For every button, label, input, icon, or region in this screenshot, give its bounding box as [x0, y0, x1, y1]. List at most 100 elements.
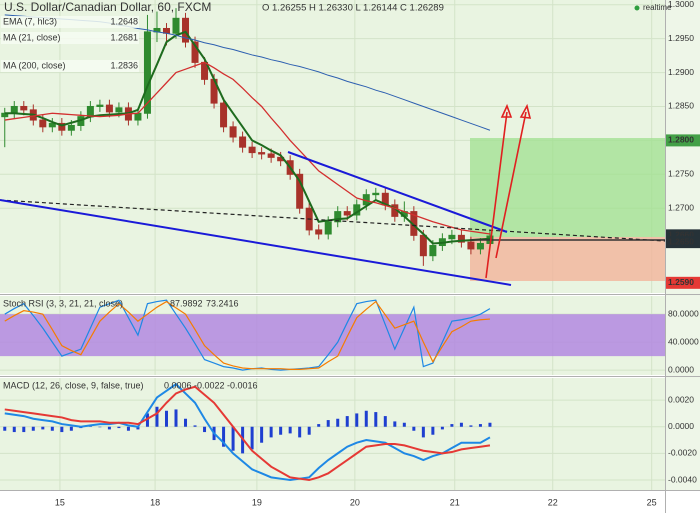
y-tick-label: 0.0000 [668, 364, 694, 374]
histogram-bar [260, 426, 264, 443]
candle-body [39, 119, 47, 128]
legend-value: -0.0022 [194, 380, 225, 390]
candle-body [315, 229, 323, 235]
x-tick-label: 25 [647, 497, 657, 507]
stop-zone [470, 237, 665, 281]
candle-body [343, 211, 351, 216]
histogram-bar [488, 422, 492, 427]
legend-value: 1.2648 [110, 16, 138, 26]
indicator-line [4, 30, 491, 245]
price-label-box [666, 276, 700, 289]
histogram-bar [326, 420, 330, 427]
marks [0, 8, 665, 482]
y-tick-label: 0.0020 [668, 394, 694, 404]
candle-body [191, 41, 199, 63]
candle-body [20, 105, 28, 111]
histogram-bar [231, 426, 235, 451]
candle-body [239, 136, 247, 148]
dashed-line [0, 199, 666, 242]
y-tick-label: 40.0000 [668, 336, 699, 346]
status: realtime [643, 3, 672, 12]
price-label: 1.2590 [668, 277, 694, 287]
legend-box [1, 16, 139, 28]
histogram-bar [222, 426, 226, 447]
histogram-bar [374, 412, 378, 427]
histogram-bar [298, 426, 302, 438]
indicator-line [4, 299, 491, 371]
legend-name: EMA (7, hlc3) [3, 16, 57, 26]
y-tick-label: 80.0000 [668, 308, 699, 318]
legend-name: MA (21, close) [3, 32, 61, 42]
target-zone [470, 138, 665, 237]
indicator-line [4, 382, 491, 482]
candle-body [182, 17, 190, 43]
candle-body [429, 245, 437, 257]
histogram-bar [136, 426, 140, 430]
candle-body [67, 124, 75, 131]
ohlc: O 1.26255 H 1.26330 L 1.26144 C 1.26289 [262, 3, 444, 14]
legend-box [1, 60, 139, 72]
chart-title: U.S. Dollar/Canadian Dollar, 60, FXCM [4, 0, 211, 14]
candle-body [229, 126, 237, 138]
histogram-bar [440, 426, 444, 430]
candle-body [419, 234, 427, 257]
histogram-bar [117, 426, 121, 429]
arrow [485, 111, 508, 279]
legend-value: 73.2416 [206, 298, 239, 308]
candle-body [476, 242, 484, 250]
macd-pane [0, 378, 665, 490]
histogram-bar [41, 426, 45, 430]
y-tick-label: 1.3000 [668, 0, 694, 9]
candle-body [115, 107, 123, 113]
candle-body [10, 105, 18, 114]
histogram-bar [450, 424, 454, 427]
candle-body [457, 234, 465, 243]
x-tick-label: 18 [150, 497, 160, 507]
indicator-line [4, 300, 490, 371]
legend-value: 0.0006 [164, 380, 192, 390]
histogram-bar [402, 422, 406, 427]
histogram-bar [250, 426, 254, 450]
arrow [495, 111, 527, 259]
histogram-bar [469, 425, 473, 427]
arrow-head [500, 103, 513, 118]
y-tick-label: 1.2850 [668, 101, 694, 111]
indicator-line [4, 61, 491, 235]
histogram-bar [164, 410, 168, 427]
histogram-bar [345, 416, 349, 427]
histogram-bar [203, 426, 207, 433]
candle-body [143, 31, 151, 114]
histogram-bar [3, 426, 7, 431]
candle-body [267, 153, 275, 158]
candle-body [467, 241, 475, 250]
candle-body [86, 105, 94, 118]
y-tick-label: 1.2950 [668, 33, 694, 43]
candle-body [220, 102, 228, 128]
histogram-bar [98, 426, 102, 428]
histogram-bar [412, 426, 416, 431]
x-tick-label: 20 [350, 497, 360, 507]
price-label: 1.2800 [668, 135, 694, 145]
candle-body [172, 17, 180, 34]
arrow-head [519, 103, 532, 119]
histogram-bar [279, 426, 283, 435]
histogram-bar [69, 426, 73, 431]
histogram-bar [269, 426, 273, 438]
candle-body [248, 146, 256, 154]
legend-value: 1.2681 [110, 32, 138, 42]
legend-box [1, 32, 139, 44]
histogram-bar [355, 413, 359, 427]
candle-body [372, 192, 380, 196]
histogram-bar [393, 421, 397, 427]
histogram-bar [107, 426, 111, 430]
candle-body [324, 221, 332, 235]
trend-line [0, 199, 512, 286]
histogram-bar [22, 426, 26, 433]
macd-title: MACD (12, 26, close, 9, false, true) [3, 380, 144, 390]
histogram-bar [145, 413, 149, 427]
histogram-bar [12, 426, 16, 433]
x-tick-label: 15 [55, 497, 65, 507]
histogram-bar [364, 410, 368, 427]
